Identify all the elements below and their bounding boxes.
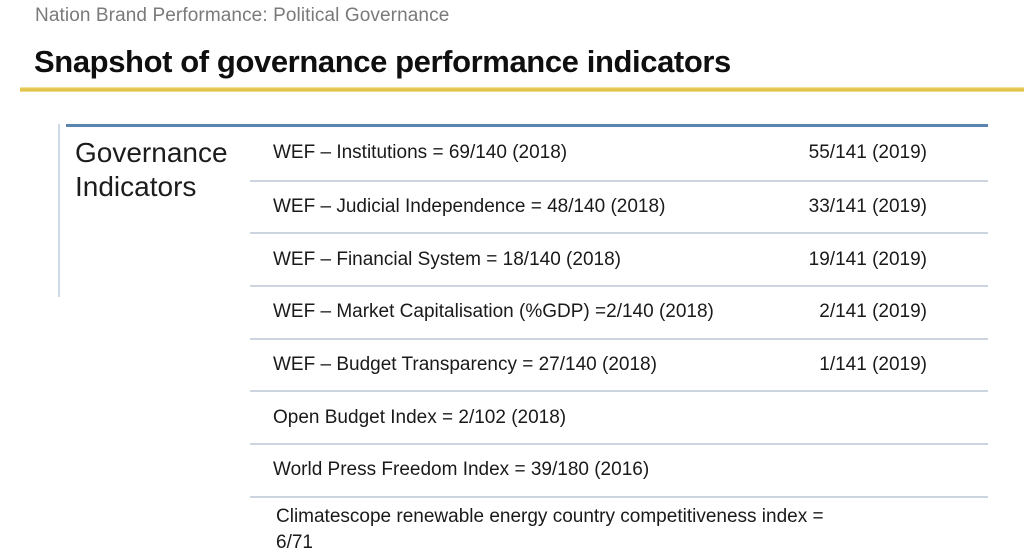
update-2019-cell: 55/141 (2019)	[808, 142, 927, 164]
table-row: Climatescope renewable energy country co…	[250, 495, 988, 557]
update-2019-cell: 33/141 (2019)	[808, 195, 927, 217]
title-underline	[20, 87, 1024, 92]
indicator-cell: WEF – Budget Transparency = 27/140 (2018…	[273, 354, 657, 376]
update-2019-cell: 2/141 (2019)	[819, 301, 927, 323]
table-row: WEF – Judicial Independence = 48/140 (20…	[250, 179, 988, 233]
update-2019-cell: 1/141 (2019)	[819, 354, 927, 376]
indicator-cell: WEF – Financial System = 18/140 (2018)	[273, 248, 621, 270]
indicator-cell: World Press Freedom Index = 39/180 (2016…	[273, 459, 650, 481]
slide-eyebrow: Nation Brand Performance: Political Gove…	[35, 5, 450, 26]
table-left-border	[58, 124, 60, 297]
table-row: Open Budget Index = 2/102 (2018)	[250, 390, 988, 443]
table-row: WEF – Budget Transparency = 27/140 (2018…	[250, 337, 988, 391]
indicator-cell: Open Budget Index = 2/102 (2018)	[273, 406, 567, 428]
table-row: WEF – Market Capitalisation (%GDP) =2/14…	[250, 285, 988, 338]
table-row: World Press Freedom Index = 39/180 (2016…	[250, 443, 988, 496]
page-title: Snapshot of governance performance indic…	[34, 44, 731, 79]
indicator-cell: WEF – Market Capitalisation (%GDP) =2/14…	[273, 301, 714, 323]
table-rows: WEF – Institutions = 69/140 (2018) 55/14…	[250, 127, 988, 557]
table-row: WEF – Financial System = 18/140 (2018) 1…	[250, 232, 988, 285]
indicator-cell: Climatescope renewable energy country co…	[276, 505, 824, 554]
indicator-cell: WEF – Institutions = 69/140 (2018)	[273, 142, 568, 164]
governance-indicators-table: Governance Indicators WEF – Institutions…	[66, 124, 988, 557]
table-row: WEF – Institutions = 69/140 (2018) 55/14…	[250, 127, 988, 180]
table-row-header: Governance Indicators	[75, 137, 228, 203]
update-2019-cell: 19/141 (2019)	[808, 248, 927, 270]
indicator-cell: WEF – Judicial Independence = 48/140 (20…	[273, 195, 666, 217]
